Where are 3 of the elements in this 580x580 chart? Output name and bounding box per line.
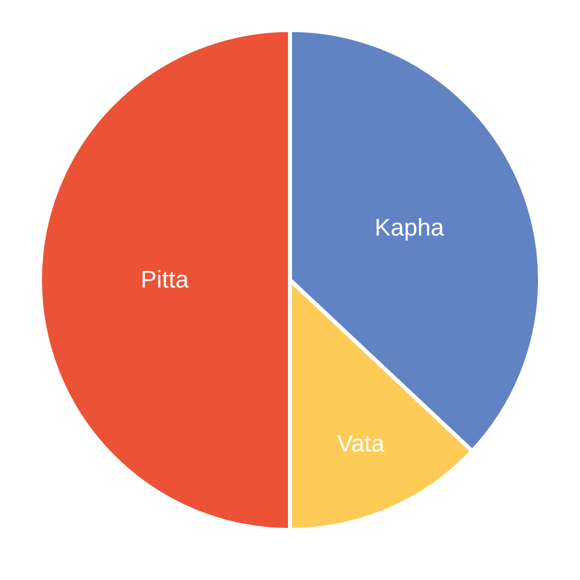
slice-label: Vata [336,430,386,458]
slice-label: Pitta [140,266,190,294]
slice-label: Kapha [374,214,445,242]
